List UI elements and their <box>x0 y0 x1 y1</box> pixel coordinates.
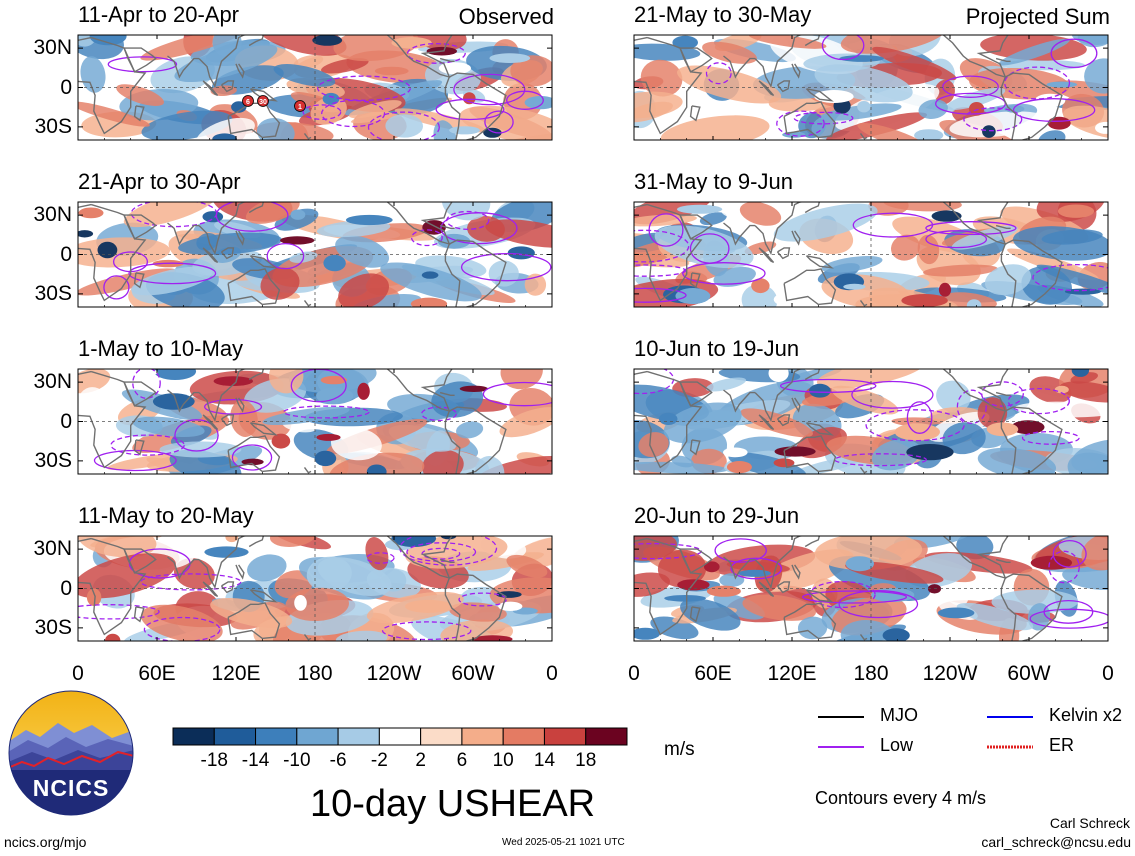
map-panel: 6 30 1 <box>77 34 553 141</box>
legend-line-swatch <box>987 745 1033 749</box>
longitude-label: 0 <box>546 662 558 685</box>
longitude-label: 120E <box>767 662 817 685</box>
latitude-label: 30S <box>34 281 72 305</box>
map-panel <box>633 201 1109 308</box>
map-panel <box>77 368 553 475</box>
colorbar-tick-label: 10 <box>492 750 514 771</box>
footer-timestamp: Wed 2025-05-21 1021 UTC <box>502 837 625 848</box>
panel-title: 20-Jun to 29-Jun <box>634 503 800 528</box>
panel-title: 11-May to 20-May <box>78 503 254 528</box>
longitude-label: 60E <box>694 662 732 685</box>
longitude-label: 180 <box>297 662 333 685</box>
colorbar-swatch <box>337 727 380 746</box>
contours-note: Contours every 4 m/s <box>815 788 987 808</box>
legend-label: MJO <box>880 705 918 725</box>
longitude-label: 60W <box>451 662 495 685</box>
colorbar-swatch <box>543 727 587 746</box>
logo-text: NCICS <box>33 775 110 801</box>
storm-marker: 1 <box>294 100 306 112</box>
svg-text:6: 6 <box>246 99 250 106</box>
longitude-label: 60W <box>1007 662 1051 685</box>
legend-label: Low <box>880 735 914 755</box>
ncics-logo: NCICS <box>8 690 134 816</box>
map-panel <box>633 368 1109 475</box>
latitude-label: 0 <box>60 409 72 433</box>
colorbar-tick-label: 14 <box>533 750 556 771</box>
svg-text:30: 30 <box>259 99 267 106</box>
colorbar-tick-label: -6 <box>329 750 347 771</box>
legend-line-swatch <box>818 746 864 748</box>
panel-source-label: Projected Sum <box>965 4 1110 29</box>
longitude-label: 60E <box>138 662 176 685</box>
colorbar-tick-label: -2 <box>370 750 388 771</box>
panel-title: 1-May to 10-May <box>78 336 244 361</box>
longitude-label: 0 <box>1102 662 1114 685</box>
svg-text:1: 1 <box>298 104 302 111</box>
longitude-label: 180 <box>853 662 889 685</box>
latitude-label: 30S <box>34 114 72 138</box>
panel-title: 21-Apr to 30-Apr <box>78 169 241 194</box>
panel-title: 21-May to 30-May <box>634 2 812 27</box>
map-panel <box>77 201 553 308</box>
colorbar-swatch <box>420 727 463 746</box>
units-label: m/s <box>664 739 695 760</box>
footer-url[interactable]: ncics.org/mjo <box>4 834 87 850</box>
longitude-label: 0 <box>628 662 640 685</box>
latitude-label: 30N <box>33 370 72 394</box>
panel-title: 11-Apr to 20-Apr <box>78 2 240 27</box>
latitude-label: 30N <box>33 203 72 227</box>
latitude-label: 30S <box>34 448 72 472</box>
colorbar-tick-label: 18 <box>575 750 597 771</box>
map-panel <box>633 34 1109 141</box>
latitude-label: 0 <box>60 75 72 99</box>
map-panel <box>77 535 553 642</box>
colorbar-tick-label: -18 <box>200 750 228 771</box>
latitude-label: 30N <box>33 36 72 60</box>
colorbar-swatch <box>502 727 545 746</box>
legend-label: ER <box>1049 735 1075 755</box>
colorbar-swatch <box>296 727 339 746</box>
colorbar-swatch <box>172 727 215 746</box>
colorbar-tick-label: 6 <box>456 750 468 771</box>
main-title: 10-day USHEAR <box>310 783 596 825</box>
longitude-label: 120W <box>922 662 978 685</box>
colorbar-swatch <box>255 727 298 746</box>
storm-marker: 6 <box>242 95 254 107</box>
latitude-label: 30N <box>33 537 72 561</box>
latitude-label: 30S <box>34 615 72 639</box>
map-panel <box>633 535 1109 642</box>
panel-title: 10-Jun to 19-Jun <box>634 336 800 361</box>
footer-author: Carl Schreck <box>1049 815 1130 831</box>
legend-line-swatch <box>987 716 1033 718</box>
colorbar-tick-label: -10 <box>283 750 311 771</box>
colorbar-swatch <box>585 727 628 746</box>
storm-marker: 30 <box>257 95 269 107</box>
panel-title: 31-May to 9-Jun <box>634 169 793 194</box>
latitude-label: 0 <box>60 576 72 600</box>
colorbar-swatch <box>378 727 422 746</box>
colorbar-tick-label: -14 <box>241 750 270 771</box>
footer-email[interactable]: carl_schreck@ncsu.edu <box>981 834 1131 850</box>
longitude-label: 0 <box>72 662 84 685</box>
colorbar-tick-label: 2 <box>415 750 426 771</box>
longitude-label: 120W <box>366 662 422 685</box>
latitude-label: 0 <box>60 242 72 266</box>
legend-label: Kelvin x2 <box>1049 705 1123 725</box>
longitude-label: 120E <box>211 662 261 685</box>
colorbar-swatch <box>213 727 257 746</box>
colorbar-swatch <box>461 727 504 746</box>
colorbar <box>172 727 628 746</box>
panel-source-label: Observed <box>458 4 554 29</box>
legend-line-swatch <box>818 716 864 718</box>
